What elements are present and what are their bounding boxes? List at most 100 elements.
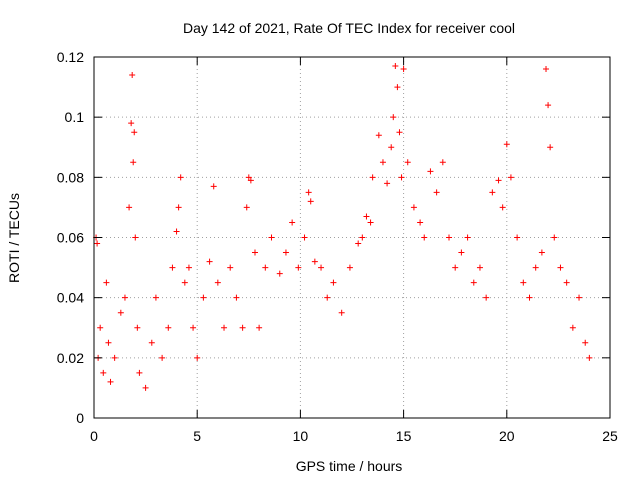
chart-title: Day 142 of 2021, Rate Of TEC Index for r… — [183, 20, 515, 36]
data-point — [136, 369, 143, 376]
data-point — [301, 234, 308, 241]
data-point — [452, 264, 459, 271]
data-point — [256, 324, 263, 331]
data-point — [470, 279, 477, 286]
y-tick-label: 0.12 — [57, 49, 84, 65]
data-point — [247, 177, 254, 184]
data-point — [107, 378, 114, 385]
data-point — [214, 279, 221, 286]
data-point — [388, 144, 395, 151]
data-point — [311, 258, 318, 265]
data-point — [520, 279, 527, 286]
y-tick-label: 0 — [76, 410, 84, 426]
data-point — [131, 129, 138, 136]
data-point — [483, 294, 490, 301]
x-tick-label: 10 — [293, 428, 309, 444]
data-point — [384, 180, 391, 187]
data-point — [392, 63, 399, 70]
x-tick-label: 20 — [499, 428, 515, 444]
data-point — [134, 324, 141, 331]
data-point — [464, 234, 471, 241]
data-point — [132, 234, 139, 241]
data-point — [128, 120, 135, 127]
data-point — [427, 168, 434, 175]
data-point — [547, 144, 554, 151]
data-point — [446, 234, 453, 241]
data-point — [586, 354, 593, 361]
data-point — [582, 339, 589, 346]
y-tick-label: 0.02 — [57, 350, 84, 366]
data-point — [152, 294, 159, 301]
data-point — [338, 309, 345, 316]
data-point — [262, 264, 269, 271]
data-point — [526, 294, 533, 301]
data-point — [576, 294, 583, 301]
data-point — [295, 264, 302, 271]
data-point — [503, 141, 510, 148]
data-point — [276, 270, 283, 277]
data-point — [142, 384, 149, 391]
y-tick-label: 0.06 — [57, 230, 84, 246]
data-point — [417, 219, 424, 226]
data-point — [318, 264, 325, 271]
data-point — [159, 354, 166, 361]
data-point — [324, 294, 331, 301]
data-point — [245, 174, 252, 181]
data-point — [105, 339, 112, 346]
data-point — [532, 264, 539, 271]
data-point — [126, 204, 133, 211]
data-point — [355, 240, 362, 247]
data-point — [396, 129, 403, 136]
data-point — [489, 189, 496, 196]
data-point — [538, 249, 545, 256]
x-tick-label: 5 — [193, 428, 201, 444]
data-point — [367, 219, 374, 226]
data-point — [103, 279, 110, 286]
data-point — [514, 234, 521, 241]
data-point — [94, 240, 101, 247]
data-point — [476, 264, 483, 271]
data-point — [346, 264, 353, 271]
data-point — [165, 324, 172, 331]
x-axis-label: GPS time / hours — [296, 458, 403, 474]
data-point — [363, 213, 370, 220]
data-point — [97, 324, 104, 331]
data-point — [557, 264, 564, 271]
data-point — [251, 249, 258, 256]
data-point — [175, 204, 182, 211]
data-point — [394, 84, 401, 91]
data-point — [148, 339, 155, 346]
data-point — [410, 204, 417, 211]
data-point — [194, 354, 201, 361]
y-tick-label: 0.08 — [57, 169, 84, 185]
data-point — [458, 249, 465, 256]
data-point — [330, 279, 337, 286]
data-point — [239, 324, 246, 331]
data-point — [390, 114, 397, 121]
data-point — [563, 279, 570, 286]
data-point — [169, 264, 176, 271]
data-point — [433, 189, 440, 196]
data-point — [210, 183, 217, 190]
data-point — [121, 294, 128, 301]
data-point — [268, 234, 275, 241]
data-point — [227, 264, 234, 271]
data-point — [439, 159, 446, 166]
data-point — [282, 249, 289, 256]
data-point — [185, 264, 192, 271]
data-point — [398, 174, 405, 181]
data-point — [289, 219, 296, 226]
data-point — [233, 294, 240, 301]
data-point — [206, 258, 213, 265]
data-point — [375, 132, 382, 139]
data-point — [190, 324, 197, 331]
y-axis-label: ROTI / TECUs — [6, 193, 22, 283]
data-point — [129, 72, 136, 79]
data-point — [421, 234, 428, 241]
data-point — [100, 369, 107, 376]
data-point — [117, 309, 124, 316]
x-tick-label: 0 — [90, 428, 98, 444]
data-point — [507, 174, 514, 181]
